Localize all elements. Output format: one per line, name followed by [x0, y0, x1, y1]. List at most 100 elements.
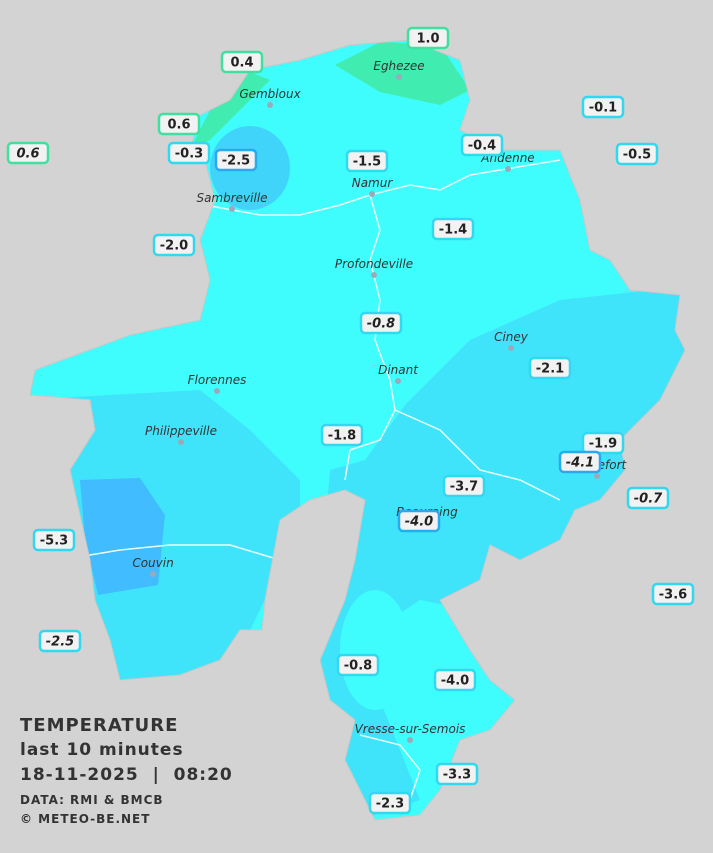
station: -0.7	[626, 486, 670, 510]
town-label: Namur	[352, 176, 394, 190]
station-box	[38, 629, 82, 653]
towns: EghezeeGemblouxAndenneNamurSambrevillePr…	[132, 59, 628, 743]
station: -2.5	[38, 629, 82, 653]
station: 1.0	[406, 26, 450, 50]
station-box	[615, 142, 659, 166]
station: -0.1	[581, 95, 625, 119]
station-box	[581, 431, 625, 455]
station-box	[32, 528, 76, 552]
station-value: 0.4	[230, 56, 253, 71]
stations: 1.0 0.4 0.6 0.6 -0.3 -2.5 -1.5 -0.4 -0.1 -0.5 -2.0…	[6, 26, 695, 815]
station: -1.4	[431, 217, 475, 241]
town-label: Ciney	[494, 330, 529, 344]
station-value: -0.7	[634, 492, 663, 507]
station-box	[651, 582, 695, 606]
town-label: Sambreville	[196, 191, 267, 205]
legend-subtitle: last 10 minutes	[20, 740, 184, 760]
legend-source: DATA: RMI & BMCB	[20, 793, 164, 807]
station: -1.8	[320, 423, 364, 447]
station-value: -2.1	[536, 362, 564, 377]
town-label: Couvin	[132, 556, 173, 570]
station: -0.8	[359, 311, 403, 335]
station: -2.0	[152, 233, 196, 257]
town-label: Vresse-sur-Semois	[355, 722, 466, 736]
town-dot	[229, 206, 235, 212]
station-box	[406, 26, 450, 50]
station-value: -1.5	[353, 155, 381, 170]
legend-title: TEMPERATURE	[20, 715, 178, 736]
station: -1.5	[345, 149, 389, 173]
station-box	[435, 762, 479, 786]
station-value: -3.3	[443, 768, 471, 783]
station: -5.3	[32, 528, 76, 552]
legend-copyright: © METEO-BE.NET	[20, 812, 150, 826]
station-value: -0.8	[367, 317, 395, 332]
station-value: 0.6	[16, 147, 39, 162]
town-label: Florennes	[188, 373, 247, 387]
station: -1.9	[581, 431, 625, 455]
station-box	[442, 474, 486, 498]
station-value: -1.4	[439, 223, 467, 238]
station-box	[214, 148, 258, 172]
town-label: Profondeville	[335, 257, 413, 271]
station: -3.3	[435, 762, 479, 786]
station-value: -4.0	[441, 674, 469, 689]
station: -2.5	[214, 148, 258, 172]
station-box	[626, 486, 670, 510]
station-value: -5.3	[40, 534, 68, 549]
station: 0.6	[6, 141, 50, 165]
town-dot	[395, 378, 401, 384]
station-box	[397, 509, 441, 533]
station-box	[320, 423, 364, 447]
town-label: Gembloux	[239, 87, 301, 101]
station-box	[433, 668, 477, 692]
station: 0.6	[157, 112, 201, 136]
station-box	[336, 653, 380, 677]
station-value: -0.5	[623, 148, 651, 163]
station-value: -2.5	[46, 635, 74, 650]
town-dot	[369, 191, 375, 197]
town-dot	[371, 272, 377, 278]
station-value: -1.9	[589, 437, 617, 452]
station: -0.5	[615, 142, 659, 166]
town-dot	[267, 102, 273, 108]
station-box	[359, 311, 403, 335]
station-box	[6, 141, 50, 165]
station-value: -2.5	[222, 154, 250, 169]
station-value: -0.4	[468, 139, 496, 154]
town-dot	[594, 473, 600, 479]
town-label: Eghezee	[373, 59, 424, 73]
station-value: -2.0	[160, 239, 188, 254]
station-value: -4.0	[405, 515, 433, 530]
station: -0.3	[167, 141, 211, 165]
station: -0.4	[460, 133, 504, 157]
station-value: -3.7	[450, 480, 478, 495]
station-box	[460, 133, 504, 157]
station: -3.6	[651, 582, 695, 606]
town-dot	[505, 166, 511, 172]
station-value: -1.8	[328, 429, 356, 444]
station-box	[528, 356, 572, 380]
station-box	[157, 112, 201, 136]
station-box	[368, 791, 412, 815]
town-dot	[407, 737, 413, 743]
station-box	[581, 95, 625, 119]
town-dot	[150, 571, 156, 577]
station-value: 0.6	[167, 118, 190, 133]
station: -2.1	[528, 356, 572, 380]
station-box	[345, 149, 389, 173]
station: 0.4	[220, 50, 264, 74]
station-box	[558, 450, 602, 474]
station: -3.7	[442, 474, 486, 498]
legend-datetime: 18-11-2025 | 08:20	[20, 765, 233, 785]
station-box	[431, 217, 475, 241]
station: -2.3	[368, 791, 412, 815]
station-value: 1.0	[416, 32, 439, 47]
town-label: Philippeville	[145, 424, 217, 438]
station-value: -0.8	[344, 659, 372, 674]
town-dot	[214, 388, 220, 394]
station: -0.8	[336, 653, 380, 677]
legend: TEMPERATURE last 10 minutes 18-11-2025 |…	[20, 715, 233, 826]
station-value: -4.1	[566, 456, 594, 471]
